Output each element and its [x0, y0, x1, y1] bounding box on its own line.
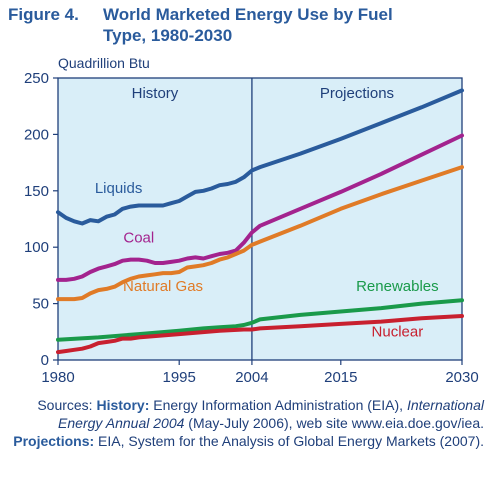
chart-root: History Projections 0 50 100 150 200 250 Quadril… [24, 55, 479, 386]
series-label-coal: Coal [123, 230, 154, 247]
series-line-liquids [56, 88, 464, 226]
series-line-coal [56, 133, 464, 282]
x-tick-label: 2015 [324, 369, 357, 386]
plot-area [57, 77, 463, 361]
series-line-renewables [56, 298, 464, 342]
title-line-2: Type, 1980-2030 [103, 26, 233, 45]
x-tick-label: 1995 [163, 369, 196, 386]
x-tick-label: 2004 [235, 369, 268, 386]
y-axis-label: Quadrillion Btu [58, 55, 150, 71]
series-label-liquids: Liquids [95, 180, 143, 197]
title-line-1: World Marketed Energy Use by Fuel [103, 5, 393, 24]
sources-note: Sources: History: Energy Information Adm… [10, 396, 484, 450]
x-tick-label: 1980 [41, 369, 74, 386]
energy-use-chart: History Projections 0 50 100 150 200 250 Quadril… [24, 55, 479, 386]
x-tick-label: 2030 [445, 369, 478, 386]
series-line-natural-gas [56, 165, 464, 302]
series-label-natural-gas: Natural Gas [123, 278, 203, 295]
y-tick-label: 200 [24, 126, 49, 143]
y-tick-label: 250 [24, 70, 49, 87]
sources-history-rest: (May-July 2006), web site www.eia.doe.go… [184, 415, 484, 431]
y-tick-label: 100 [24, 239, 49, 256]
sources-projections-label: Projections: [13, 433, 95, 449]
y-tick-label: 0 [41, 352, 49, 369]
sources-intro: Sources: [37, 397, 97, 413]
chart-title: Figure 4. World Marketed Energy Use by Fu… [8, 4, 478, 46]
series-label-nuclear: Nuclear [372, 323, 424, 340]
sources-history-publication: International Energy Annual 2004 [58, 397, 484, 431]
region-label-projections: Projections [320, 85, 394, 102]
sources-history-label: History: [96, 397, 150, 413]
region-label-history: History [132, 85, 179, 102]
figure-label: Figure 4. [8, 5, 79, 24]
y-tick-label: 50 [32, 296, 49, 313]
series-line-nuclear [56, 314, 464, 355]
series-label-renewables: Renewables [356, 278, 439, 295]
y-tick-label: 150 [24, 183, 49, 200]
sources-projections-text: EIA, System for the Analysis of Global E… [94, 433, 484, 449]
sources-history-text: Energy Information Administration (EIA), [149, 397, 407, 413]
